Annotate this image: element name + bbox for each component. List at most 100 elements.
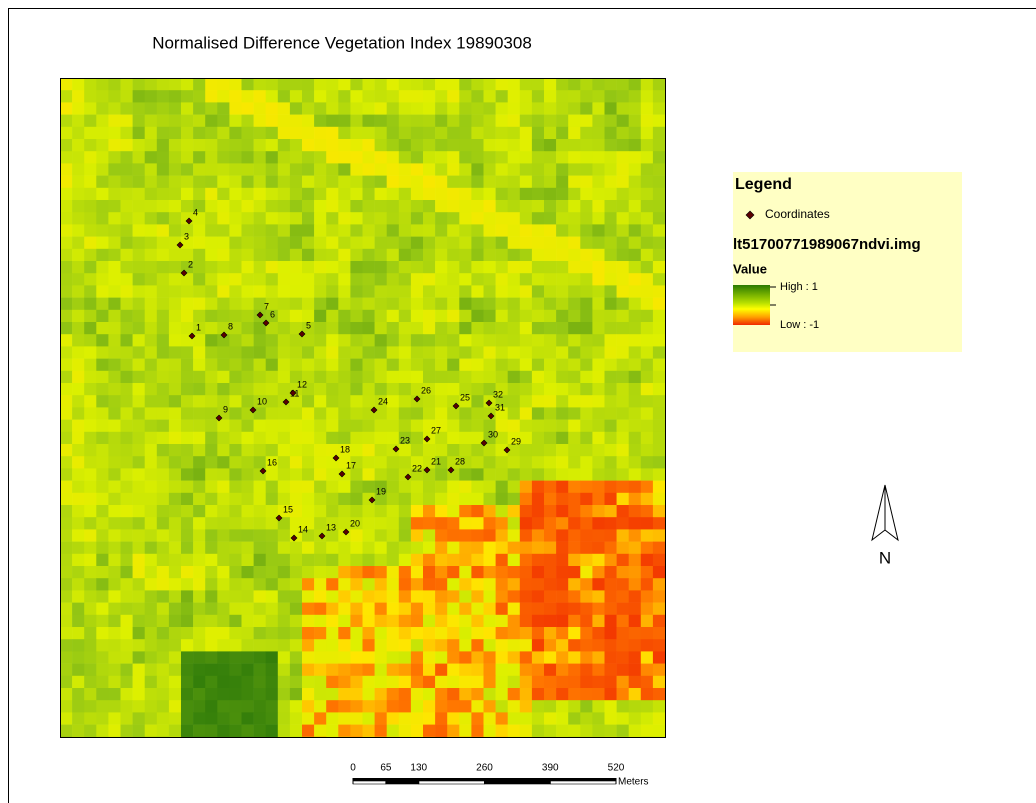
raster-cell	[60, 578, 72, 591]
raster-cell	[84, 383, 96, 396]
raster-cell	[653, 529, 665, 542]
raster-cell	[254, 529, 266, 542]
raster-cell	[592, 468, 604, 481]
raster-cell	[60, 627, 72, 640]
raster-cell	[556, 334, 568, 347]
raster-cell	[278, 566, 290, 579]
raster-cell	[375, 102, 387, 115]
map-layout: Normalised Difference Vegetation Index 1…	[0, 0, 1036, 803]
raster-cell	[84, 261, 96, 274]
scale-segment	[485, 781, 551, 784]
raster-cell	[471, 505, 483, 518]
raster-cell	[580, 249, 592, 261]
raster-cell	[229, 444, 241, 457]
raster-cell	[169, 261, 181, 274]
raster-cell	[605, 639, 617, 652]
raster-cell	[532, 334, 544, 347]
raster-cell	[266, 334, 278, 347]
point-label: 9	[223, 404, 228, 414]
raster-cell	[496, 615, 508, 628]
raster-cell	[617, 468, 629, 481]
raster-cell	[471, 529, 483, 542]
raster-cell	[193, 432, 205, 445]
raster-cell	[229, 578, 241, 591]
raster-cell	[447, 273, 459, 286]
raster-cell	[326, 346, 338, 359]
raster-cell	[84, 322, 96, 335]
raster-cell	[496, 237, 508, 250]
raster-cell	[108, 151, 120, 164]
raster-cell	[242, 395, 254, 408]
raster-cell	[363, 285, 375, 298]
raster-cell	[641, 481, 653, 494]
raster-cell	[60, 224, 72, 237]
raster-cell	[181, 578, 193, 591]
raster-cell	[193, 371, 205, 384]
raster-cell	[169, 102, 181, 115]
raster-cell	[532, 200, 544, 213]
raster-cell	[96, 664, 108, 677]
raster-cell	[84, 481, 96, 494]
raster-cell	[592, 627, 604, 640]
raster-cell	[193, 578, 205, 591]
raster-cell	[520, 163, 532, 176]
raster-cell	[363, 468, 375, 481]
raster-cell	[181, 517, 193, 530]
raster-cell	[72, 115, 84, 128]
raster-cell	[108, 407, 120, 420]
raster-cell	[447, 127, 459, 140]
raster-cell	[508, 200, 520, 213]
raster-cell	[108, 163, 120, 176]
raster-cell	[338, 310, 350, 323]
raster-cell	[133, 529, 145, 542]
raster-cell	[96, 700, 108, 713]
raster-cell	[363, 139, 375, 152]
raster-cell	[447, 298, 459, 311]
raster-cell	[556, 590, 568, 603]
raster-cell	[96, 712, 108, 725]
raster-cell	[157, 664, 169, 677]
raster-cell	[84, 676, 96, 689]
raster-cell	[605, 529, 617, 542]
raster-cell	[108, 298, 120, 311]
raster-cell	[326, 212, 338, 225]
raster-cell	[193, 444, 205, 457]
raster-cell	[84, 224, 96, 237]
raster-cell	[157, 615, 169, 628]
raster-cell	[60, 371, 72, 384]
raster-cell	[447, 78, 459, 91]
raster-cell	[629, 456, 641, 469]
raster-cell	[72, 688, 84, 701]
raster-cell	[72, 481, 84, 494]
raster-cell	[254, 127, 266, 140]
raster-cell	[653, 603, 665, 616]
raster-cell	[435, 517, 447, 530]
raster-cell	[387, 456, 399, 469]
raster-cell	[363, 383, 375, 396]
raster-cell	[459, 249, 471, 261]
raster-cell	[399, 285, 411, 298]
raster-cell	[266, 627, 278, 640]
raster-cell	[60, 700, 72, 713]
raster-cell	[60, 456, 72, 469]
raster-cell	[556, 493, 568, 506]
raster-cell	[447, 688, 459, 701]
raster-cell	[520, 298, 532, 311]
raster-cell	[133, 371, 145, 384]
raster-cell	[471, 78, 483, 91]
raster-cell	[108, 188, 120, 201]
raster-cell	[641, 163, 653, 176]
raster-cell	[302, 273, 314, 286]
raster-cell	[326, 249, 338, 261]
raster-cell	[278, 481, 290, 494]
raster-cell	[387, 285, 399, 298]
raster-cell	[278, 212, 290, 225]
raster-cell	[363, 395, 375, 408]
raster-cell	[169, 176, 181, 189]
raster-cell	[520, 127, 532, 140]
raster-cell	[605, 578, 617, 591]
raster-cell	[72, 725, 84, 738]
raster-cell	[278, 432, 290, 445]
raster-cell	[363, 90, 375, 103]
raster-cell	[435, 188, 447, 201]
